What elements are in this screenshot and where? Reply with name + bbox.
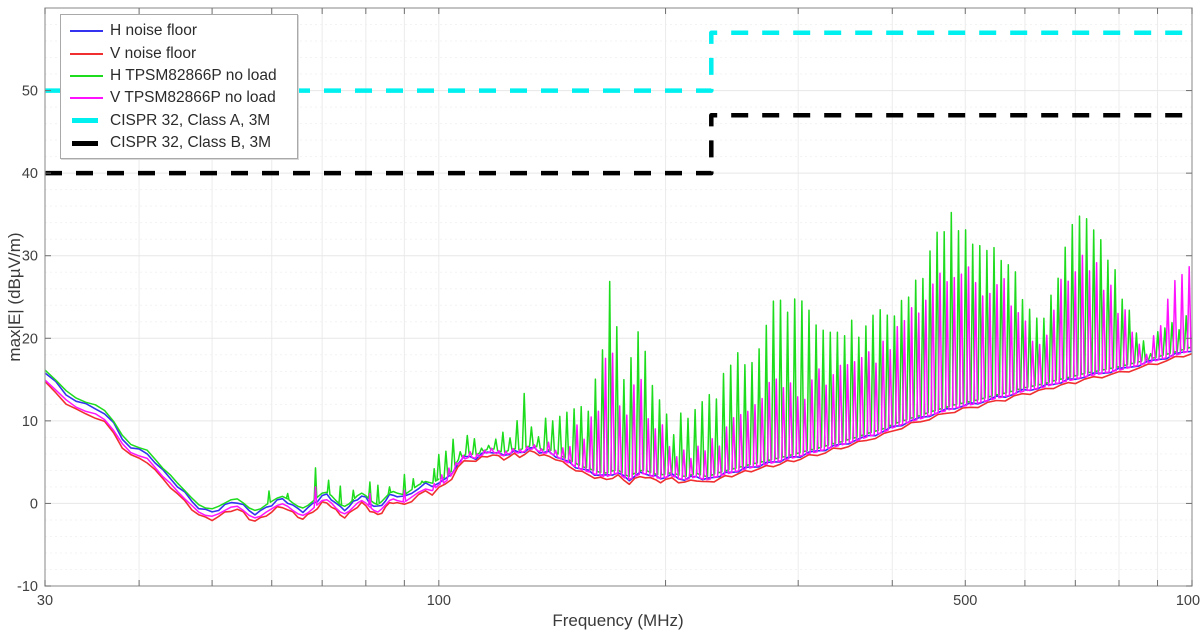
legend: H noise floor V noise floor H TPSM82866P n… <box>60 14 298 160</box>
y-tick-label: 50 <box>22 84 38 100</box>
legend-sample-cispr_b <box>70 140 103 146</box>
legend-item-v_noise_floor: V noise floor <box>70 42 297 64</box>
legend-sample-v_dut <box>70 97 103 100</box>
line-swatch <box>70 74 103 77</box>
legend-label: CISPR 32, Class A, 3M <box>110 111 271 129</box>
x-axis-label: Frequency (MHz) <box>552 611 684 630</box>
series-v_noise_floor <box>45 352 1192 522</box>
legend-sample-h_dut <box>70 74 103 77</box>
legend-item-cispr_b: CISPR 32, Class B, 3M <box>70 132 297 154</box>
legend-sample-cispr_a <box>70 118 103 124</box>
y-tick-label: 30 <box>22 249 38 265</box>
legend-label: CISPR 32, Class B, 3M <box>110 134 272 152</box>
legend-label: H TPSM82866P no load <box>110 66 277 84</box>
x-tick-label: 100 <box>427 593 451 609</box>
series-group <box>45 30 1192 522</box>
tick-labels: 30 100 500 1000 -10 0 10 20 30 40 50 <box>17 84 1200 609</box>
line-swatch <box>70 97 103 100</box>
y-tick-label: 20 <box>22 331 38 347</box>
dashed-line-swatch <box>72 118 98 124</box>
line-swatch <box>70 30 103 33</box>
x-tick-label: 30 <box>37 593 53 609</box>
dashed-line-swatch <box>72 140 98 146</box>
y-tick-label: 10 <box>22 414 38 430</box>
y-tick-label: 0 <box>30 496 38 512</box>
legend-sample-v_noise_floor <box>70 52 103 55</box>
x-tick-label: 1000 <box>1176 593 1200 609</box>
y-axis-label: max|E| (dBµV/m) <box>5 232 24 362</box>
plot-border <box>44 7 1193 587</box>
x-tick-label: 500 <box>953 593 977 609</box>
line-swatch <box>70 52 103 55</box>
series-cispr_a <box>45 30 1192 93</box>
series-cispr_b <box>45 113 1192 176</box>
y-tick-label: 40 <box>22 166 38 182</box>
legend-label: V noise floor <box>110 44 197 62</box>
legend-item-v_dut: V TPSM82866P no load <box>70 87 297 109</box>
series-v_dut <box>45 254 1192 519</box>
legend-item-h_noise_floor: H noise floor <box>70 20 297 42</box>
axis-ticks <box>44 8 1193 587</box>
legend-sample-h_noise_floor <box>70 30 103 33</box>
legend-label: H noise floor <box>110 22 198 40</box>
legend-label: V TPSM82866P no load <box>110 89 276 107</box>
legend-item-cispr_a: CISPR 32, Class A, 3M <box>70 110 297 132</box>
legend-item-h_dut: H TPSM82866P no load <box>70 65 297 87</box>
y-tick-label: -10 <box>17 579 38 595</box>
